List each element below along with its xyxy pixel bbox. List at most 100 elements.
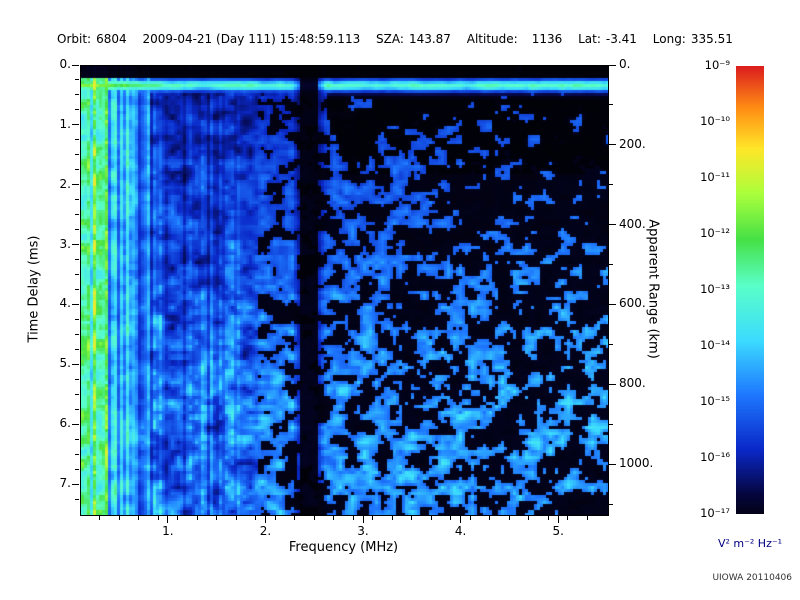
x-minor-tick bbox=[547, 516, 549, 520]
y-minor-tick bbox=[75, 229, 79, 231]
colorbar-tick-label: 10⁻⁹ bbox=[704, 58, 730, 72]
y-tick bbox=[72, 244, 79, 246]
y-minor-tick bbox=[75, 408, 79, 410]
colorbar-tick-label: 10⁻¹⁶ bbox=[700, 450, 730, 464]
y-minor-tick bbox=[75, 79, 79, 81]
latitude-value: -3.41 bbox=[605, 32, 637, 46]
credit-text: UIOWA 20110406 bbox=[712, 573, 792, 583]
x-tick bbox=[362, 516, 364, 523]
altitude-label: Altitude: bbox=[466, 32, 518, 46]
y-minor-tick bbox=[75, 154, 79, 156]
x-minor-tick bbox=[255, 516, 257, 520]
longitude-field: Long: 335.51 bbox=[653, 32, 733, 46]
x-minor-tick bbox=[528, 516, 530, 520]
longitude-value: 335.51 bbox=[690, 32, 733, 46]
x-minor-tick bbox=[216, 516, 218, 520]
x-minor-tick bbox=[352, 516, 354, 520]
y-tick bbox=[72, 124, 79, 126]
y-tick bbox=[72, 184, 79, 186]
y-minor-tick bbox=[75, 94, 79, 96]
spectrogram-plot-area bbox=[80, 65, 609, 516]
colorbar-unit-label: V² m⁻² Hz⁻¹ bbox=[717, 537, 783, 550]
x-tick-label: 2. bbox=[259, 524, 272, 538]
y2-axis-title: Apparent Range (km) bbox=[645, 219, 661, 359]
colorbar-gradient bbox=[736, 66, 764, 514]
x-minor-tick bbox=[99, 516, 101, 520]
colorbar-tick-label: 10⁻¹¹ bbox=[700, 170, 730, 184]
header-info-line: Orbit: 6804 2009-04-21 (Day 111) 15:48:59… bbox=[57, 32, 745, 46]
y2-tick bbox=[609, 463, 616, 465]
x-tick bbox=[557, 516, 559, 523]
y-minor-tick bbox=[75, 468, 79, 470]
y-tick-label: 6. bbox=[59, 416, 71, 431]
x-minor-tick bbox=[118, 516, 120, 520]
x-tick-label: 4. bbox=[454, 524, 467, 538]
y-minor-tick bbox=[75, 169, 79, 171]
colorbar-tick-label: 10⁻¹² bbox=[700, 226, 730, 240]
x-minor-tick bbox=[508, 516, 510, 520]
x-minor-tick bbox=[196, 516, 198, 520]
y-minor-tick bbox=[75, 348, 79, 350]
y-minor-tick bbox=[75, 333, 79, 335]
orbit-value: 6804 bbox=[96, 32, 127, 46]
latitude-label: Lat: bbox=[578, 32, 601, 46]
x-tick-label: 5. bbox=[552, 524, 564, 538]
y2-tick-label: 800. bbox=[619, 376, 646, 391]
x-minor-tick bbox=[450, 516, 452, 520]
y-minor-tick bbox=[75, 199, 79, 201]
y2-minor-tick bbox=[609, 184, 613, 186]
y2-minor-tick bbox=[609, 104, 613, 106]
y-minor-tick bbox=[75, 109, 79, 111]
y-tick-label: 7. bbox=[59, 476, 71, 491]
y-tick-label: 5. bbox=[59, 356, 71, 371]
x-minor-tick bbox=[469, 516, 471, 520]
y-tick-label: 0. bbox=[59, 57, 71, 71]
altitude-field: Altitude: 1136 bbox=[467, 32, 562, 46]
y-tick-label: 1. bbox=[59, 116, 71, 131]
y2-tick bbox=[609, 144, 616, 146]
orbit-field: Orbit: 6804 bbox=[57, 32, 127, 46]
y2-tick bbox=[609, 64, 616, 66]
y-minor-tick bbox=[75, 378, 79, 380]
y2-minor-tick bbox=[609, 423, 613, 425]
y-tick bbox=[72, 423, 79, 425]
x-minor-tick bbox=[274, 516, 276, 520]
x-tick bbox=[460, 516, 462, 523]
x-minor-tick bbox=[489, 516, 491, 520]
x-axis-title: Frequency (MHz) bbox=[288, 540, 399, 555]
altitude-value: 1136 bbox=[531, 32, 563, 46]
y2-tick-label: 0. bbox=[619, 57, 631, 71]
x-tick bbox=[264, 516, 266, 523]
y-minor-tick bbox=[75, 139, 79, 141]
y2-tick bbox=[609, 224, 616, 226]
x-minor-tick bbox=[372, 516, 374, 520]
sza-label: SZA: bbox=[376, 32, 404, 46]
x-minor-tick bbox=[333, 516, 335, 520]
datetime-text: 2009-04-21 (Day 111) 15:48:59.113 bbox=[142, 32, 361, 46]
y-minor-tick bbox=[75, 274, 79, 276]
y-tick-label: 2. bbox=[59, 176, 71, 191]
x-minor-tick bbox=[313, 516, 315, 520]
longitude-label: Long: bbox=[652, 32, 686, 46]
y2-tick-label: 200. bbox=[619, 136, 646, 151]
y2-minor-tick bbox=[609, 503, 613, 505]
y2-minor-tick bbox=[609, 343, 613, 345]
x-minor-tick bbox=[411, 516, 413, 520]
y-minor-tick bbox=[75, 498, 79, 500]
y2-tick-label: 400. bbox=[619, 216, 646, 231]
x-minor-tick bbox=[586, 516, 588, 520]
y2-tick bbox=[609, 383, 616, 385]
spectrogram-canvas bbox=[81, 66, 608, 515]
x-minor-tick bbox=[567, 516, 569, 520]
y-tick bbox=[72, 303, 79, 305]
colorbar-tick-label: 10⁻¹⁷ bbox=[700, 506, 730, 520]
x-minor-tick bbox=[235, 516, 237, 520]
y-axis-title: Time Delay (ms) bbox=[26, 235, 42, 343]
x-tick-label: 3. bbox=[357, 524, 369, 538]
colorbar-tick-label: 10⁻¹⁵ bbox=[700, 394, 730, 408]
y2-minor-tick bbox=[609, 264, 613, 266]
x-tick bbox=[167, 516, 169, 523]
y2-tick-label: 600. bbox=[619, 296, 646, 311]
colorbar-tick-label: 10⁻¹⁰ bbox=[700, 114, 730, 128]
